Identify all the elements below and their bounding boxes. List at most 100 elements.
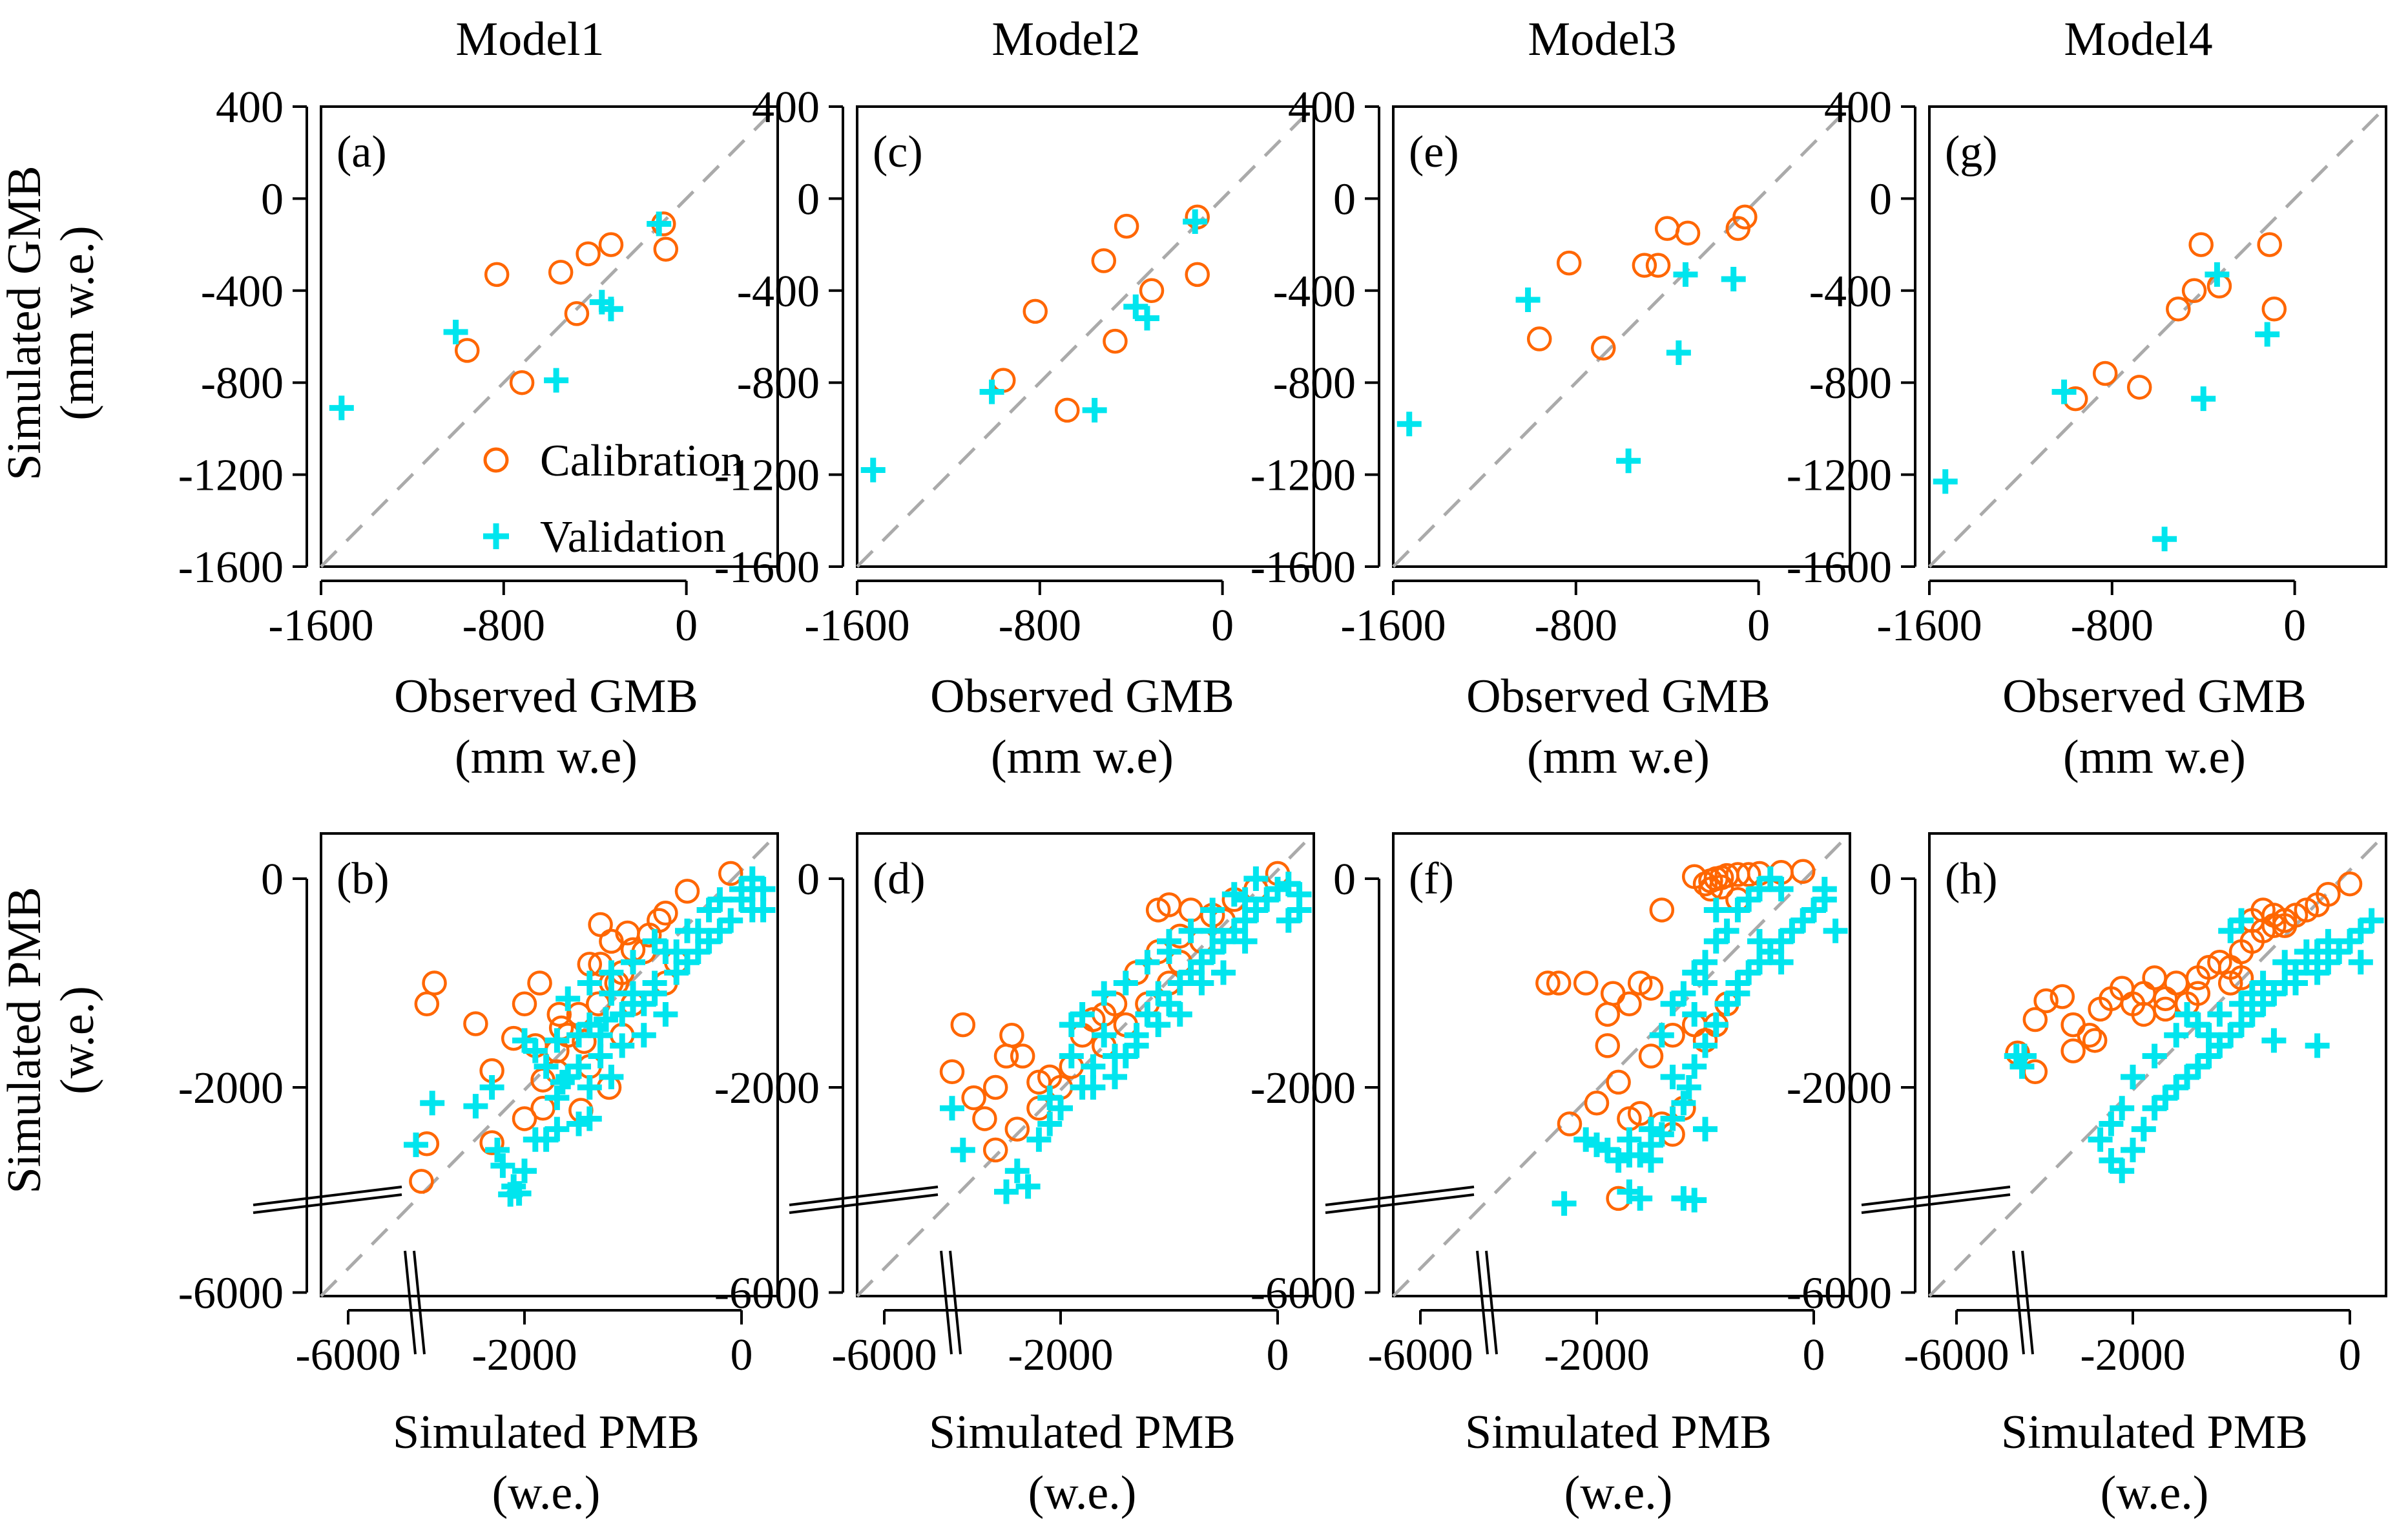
validation-point bbox=[2294, 939, 2319, 965]
validation-point bbox=[555, 986, 581, 1011]
validation-point bbox=[1135, 950, 1160, 975]
validation-point bbox=[1515, 288, 1541, 313]
y-tick-label: -400 bbox=[737, 267, 820, 317]
validation-point bbox=[1113, 970, 1138, 996]
validation-point bbox=[2088, 1127, 2113, 1152]
break-line bbox=[940, 1250, 953, 1355]
x-axis-title-line2: (mm w.e) bbox=[2063, 731, 2246, 784]
y-tick-label: -2000 bbox=[1787, 1063, 1892, 1113]
plot-frame bbox=[856, 105, 1315, 568]
calibration-point bbox=[2163, 970, 2189, 996]
reference-line bbox=[856, 105, 1315, 568]
y-tick-label: 0 bbox=[1869, 174, 1892, 224]
calibration-point bbox=[1022, 298, 1048, 324]
validation-point bbox=[577, 1106, 602, 1131]
calibration-point bbox=[2261, 297, 2287, 322]
y-axis-break bbox=[1861, 1186, 2011, 1214]
x-tick-label: -6000 bbox=[1367, 1330, 1473, 1380]
validation-point bbox=[1725, 981, 1750, 1006]
model-title: Model1 bbox=[455, 13, 604, 66]
x-axis-title-line2: (mm w.e) bbox=[1527, 731, 1710, 784]
calibration-point bbox=[1681, 864, 1707, 890]
series-validation bbox=[860, 209, 1208, 483]
y-tick-label: -400 bbox=[1273, 267, 1356, 317]
calibration-point bbox=[1185, 262, 1210, 288]
y-tick-label: 0 bbox=[797, 855, 820, 905]
calibration-point bbox=[1698, 876, 1723, 902]
calibration-point bbox=[653, 901, 678, 926]
validation-point bbox=[2142, 1043, 2167, 1069]
pmb-ylabel-line1: Simulated PMB bbox=[0, 887, 51, 1194]
validation-point bbox=[1617, 1142, 1642, 1167]
validation-point bbox=[1103, 1064, 1127, 1089]
validation-point bbox=[1092, 1023, 1117, 1048]
calibration-point bbox=[572, 1029, 597, 1054]
x-tick-label: -800 bbox=[462, 601, 545, 651]
y-tick-label: -800 bbox=[201, 359, 284, 408]
validation-point bbox=[610, 1033, 635, 1058]
panel-label: (h) bbox=[1945, 854, 1998, 904]
validation-point bbox=[1232, 887, 1258, 912]
calibration-point bbox=[2060, 1038, 2086, 1063]
validation-point bbox=[404, 1132, 428, 1157]
calibration-point bbox=[1649, 897, 1675, 923]
validation-point bbox=[1092, 981, 1117, 1006]
x-axis-title-line1: Simulated PMB bbox=[2001, 1406, 2308, 1459]
calibration-point bbox=[2188, 232, 2214, 257]
y-tick-label: -6000 bbox=[714, 1269, 820, 1319]
panel-d: -6000 -2000 0 0 -2000 -6000 (d) Simulated PMB (w… bbox=[714, 832, 1315, 1520]
calibration-point bbox=[1526, 326, 1552, 351]
legend-validation-label: Validation bbox=[540, 512, 726, 562]
y-tick-label: 0 bbox=[261, 855, 284, 905]
calibration-point bbox=[1546, 970, 1572, 996]
break-line bbox=[413, 1250, 426, 1355]
validation-point bbox=[2009, 1054, 2035, 1079]
calibration-point bbox=[512, 991, 537, 1017]
x-tick-label: -1600 bbox=[1876, 601, 1982, 651]
validation-point bbox=[653, 1001, 678, 1027]
calibration-point bbox=[1790, 859, 1816, 884]
y-tick-label: 0 bbox=[1333, 174, 1356, 224]
validation-point bbox=[718, 908, 743, 933]
validation-point bbox=[707, 887, 732, 912]
validation-point bbox=[994, 1179, 1019, 1204]
calibration-point bbox=[674, 879, 700, 904]
y-tick-label: -400 bbox=[201, 267, 284, 317]
calibration-point bbox=[527, 970, 552, 996]
validation-point bbox=[534, 1054, 559, 1079]
validation-point bbox=[577, 970, 602, 996]
reference-line bbox=[1928, 832, 2387, 1297]
validation-point bbox=[2207, 1001, 2232, 1027]
panel-label: (b) bbox=[337, 854, 389, 904]
validation-point bbox=[631, 1023, 656, 1048]
validation-point bbox=[2164, 1023, 2189, 1048]
calibration-point bbox=[2033, 988, 2059, 1014]
calibration-point bbox=[2337, 871, 2363, 897]
validation-point bbox=[1059, 1043, 1084, 1069]
model-title: Model4 bbox=[2064, 13, 2212, 66]
validation-point bbox=[512, 1158, 537, 1184]
validation-point bbox=[2261, 1028, 2287, 1053]
calibration-point bbox=[2166, 297, 2191, 322]
validation-point bbox=[1037, 1085, 1063, 1111]
y-tick-label: -1600 bbox=[1251, 543, 1356, 592]
y-tick-label: 0 bbox=[1869, 855, 1892, 905]
series-validation bbox=[329, 211, 672, 421]
validation-point bbox=[512, 1028, 537, 1053]
plot-frame bbox=[856, 832, 1315, 1297]
x-tick-label: 0 bbox=[2339, 1330, 2361, 1380]
validation-point bbox=[2051, 379, 2077, 404]
break-line bbox=[789, 1193, 939, 1214]
validation-point bbox=[621, 991, 645, 1016]
gmb-y-axis-title: Simulated GMB (mm w.e.) bbox=[0, 165, 104, 480]
break-line bbox=[1325, 1186, 1475, 1206]
plot-frame bbox=[1392, 105, 1851, 568]
validation-point bbox=[523, 1127, 548, 1152]
calibration-point bbox=[2050, 984, 2075, 1009]
x-tick-label: 0 bbox=[1803, 1330, 1825, 1380]
x-axis-break bbox=[1476, 1250, 1498, 1355]
calibration-point bbox=[1732, 204, 1758, 230]
calibration-point bbox=[2092, 361, 2118, 386]
gmb-ylabel-line2: (mm w.e.) bbox=[51, 225, 104, 420]
